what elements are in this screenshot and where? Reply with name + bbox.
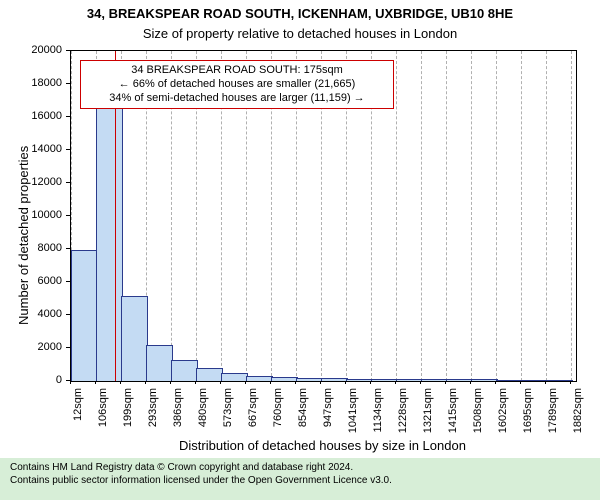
histogram-bar [521, 380, 548, 381]
x-gridline [546, 51, 547, 381]
y-tick-label: 0 [0, 374, 62, 386]
y-tick-label: 8000 [0, 242, 62, 254]
x-gridline [471, 51, 472, 381]
x-tick-label: 1789sqm [547, 388, 559, 438]
chart-title: 34, BREAKSPEAR ROAD SOUTH, ICKENHAM, UXB… [0, 6, 600, 21]
footer-line-2: Contains public sector information licen… [10, 475, 590, 488]
histogram-bar [546, 380, 573, 381]
histogram-bar [471, 379, 498, 381]
y-tick-label: 2000 [0, 341, 62, 353]
histogram-bar [321, 378, 348, 381]
x-tick-label: 667sqm [247, 388, 259, 438]
y-tick-label: 14000 [0, 143, 62, 155]
x-tick-label: 480sqm [197, 388, 209, 438]
x-tick-label: 1134sqm [372, 388, 384, 438]
histogram-bar [221, 373, 248, 381]
annotation-line-3: 34% of semi-detached houses are larger (… [87, 92, 387, 106]
y-tick-label: 16000 [0, 110, 62, 122]
x-tick-label: 12sqm [72, 388, 84, 438]
x-tick-label: 106sqm [97, 388, 109, 438]
x-tick-label: 947sqm [322, 388, 334, 438]
y-axis-label: Number of detached properties [16, 146, 31, 325]
x-tick-label: 386sqm [172, 388, 184, 438]
histogram-bar [271, 377, 298, 381]
x-tick-label: 1882sqm [572, 388, 584, 438]
annotation-line-1: 34 BREAKSPEAR ROAD SOUTH: 175sqm [87, 64, 387, 78]
histogram-bar [296, 378, 323, 381]
attribution-footer: Contains HM Land Registry data © Crown c… [0, 458, 600, 500]
annotation-box: 34 BREAKSPEAR ROAD SOUTH: 175sqm ← 66% o… [80, 60, 394, 109]
histogram-bar [446, 379, 473, 381]
histogram-bar [496, 380, 523, 381]
x-tick-label: 760sqm [272, 388, 284, 438]
y-tick-label: 20000 [0, 44, 62, 56]
x-tick-label: 1508sqm [472, 388, 484, 438]
histogram-bar [171, 360, 198, 381]
x-axis-label: Distribution of detached houses by size … [70, 438, 575, 453]
x-tick-label: 1602sqm [497, 388, 509, 438]
x-gridline [521, 51, 522, 381]
histogram-bar [121, 296, 148, 381]
x-gridline [396, 51, 397, 381]
histogram-bar [246, 376, 273, 381]
x-tick-label: 1695sqm [522, 388, 534, 438]
y-tick-label: 4000 [0, 308, 62, 320]
x-tick-label: 1321sqm [422, 388, 434, 438]
x-tick-label: 573sqm [222, 388, 234, 438]
x-gridline [571, 51, 572, 381]
y-tick-label: 6000 [0, 275, 62, 287]
x-gridline [421, 51, 422, 381]
histogram-bar [421, 379, 448, 381]
histogram-bar [196, 368, 223, 381]
x-tick-label: 199sqm [122, 388, 134, 438]
histogram-bar [146, 345, 173, 381]
histogram-bar [96, 104, 123, 381]
x-tick-label: 1041sqm [347, 388, 359, 438]
chart-container: 34, BREAKSPEAR ROAD SOUTH, ICKENHAM, UXB… [0, 0, 600, 500]
histogram-bar [346, 379, 373, 381]
chart-subtitle: Size of property relative to detached ho… [0, 26, 600, 41]
x-gridline [496, 51, 497, 381]
histogram-bar [396, 379, 423, 381]
y-tick-label: 18000 [0, 77, 62, 89]
y-tick-label: 10000 [0, 209, 62, 221]
histogram-bar [371, 379, 398, 381]
annotation-line-2: ← 66% of detached houses are smaller (21… [87, 78, 387, 92]
x-tick-label: 1415sqm [447, 388, 459, 438]
histogram-bar [71, 250, 98, 381]
x-tick-label: 854sqm [297, 388, 309, 438]
x-gridline [446, 51, 447, 381]
footer-line-1: Contains HM Land Registry data © Crown c… [10, 462, 590, 475]
x-tick-label: 293sqm [147, 388, 159, 438]
y-tick-label: 12000 [0, 176, 62, 188]
x-tick-label: 1228sqm [397, 388, 409, 438]
